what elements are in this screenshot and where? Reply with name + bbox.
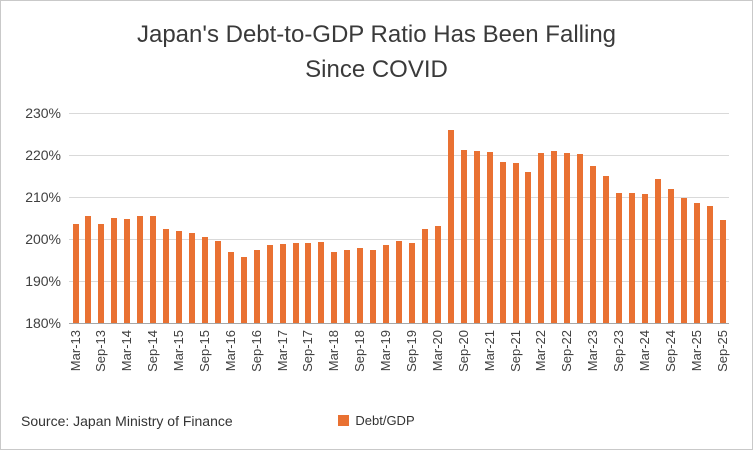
bar: [266, 245, 273, 323]
bar: [706, 206, 713, 323]
bar: [590, 166, 597, 323]
bar: [564, 152, 571, 323]
bar: [279, 244, 286, 323]
x-axis-tick-label: Mar-23: [585, 330, 601, 372]
bar: [318, 241, 325, 323]
bar: [641, 193, 648, 323]
bar: [201, 236, 208, 323]
x-axis-tick-label: Sep-16: [248, 330, 264, 372]
chart-title-line1: Japan's Debt-to-GDP Ratio Has Been Falli…: [136, 21, 617, 48]
bar: [447, 129, 454, 323]
bar: [124, 218, 131, 323]
bar: [163, 228, 170, 323]
bar: [538, 152, 545, 323]
bar: [460, 149, 467, 323]
bar: [693, 203, 700, 323]
legend-label: Debt/GDP: [355, 413, 415, 428]
y-axis-tick-label: 200%: [25, 231, 61, 247]
x-axis-tick-label: Sep-18: [352, 330, 368, 372]
bar: [292, 243, 299, 323]
bar: [473, 150, 480, 323]
x-axis-tick-label: Mar-21: [481, 330, 497, 372]
bar: [85, 215, 92, 323]
y-axis-tick-label: 210%: [25, 189, 61, 205]
x-axis-tick-label: Mar-16: [222, 330, 238, 372]
x-axis-tick-label: Mar-15: [171, 330, 186, 372]
x-axis-tick-label: Mar-20: [429, 330, 445, 372]
bar: [305, 243, 312, 323]
bar: [72, 224, 79, 323]
legend-swatch-icon: [338, 415, 350, 426]
bar: [331, 252, 338, 323]
bar: [434, 226, 441, 323]
bar: [344, 250, 351, 323]
bar: [512, 163, 519, 323]
bar: [551, 150, 558, 323]
legend: Debt/GDP: [1, 413, 752, 428]
bar: [667, 188, 674, 323]
x-axis-tick-label: Sep-15: [196, 330, 212, 372]
x-axis-tick-label: Mar-13: [67, 330, 83, 372]
x-axis-tick-label: Mar-17: [274, 330, 290, 372]
bar: [396, 241, 402, 323]
y-axis-tick-label: 230%: [25, 105, 61, 121]
bar: [680, 197, 687, 323]
gridline: [69, 113, 729, 114]
x-axis-tick-label: Mar-24: [636, 330, 652, 372]
y-axis-tick-label: 180%: [25, 315, 61, 331]
bar: [525, 171, 532, 323]
bar: [240, 256, 247, 323]
bar: [577, 153, 584, 323]
bar: [408, 243, 415, 323]
x-axis-tick-label: Sep-21: [507, 330, 523, 372]
bar: [499, 162, 506, 323]
x-axis-tick-label: Sep-17: [300, 330, 316, 372]
source-note: Source: Japan Ministry of Finance: [21, 413, 233, 429]
chart-title: Japan's Debt-to-GDP Ratio Has Been Falli…: [1, 17, 752, 87]
bar: [253, 249, 260, 323]
gridline: [69, 239, 729, 240]
x-axis-tick-label: Sep-25: [714, 330, 730, 372]
bar: [176, 230, 182, 323]
bar: [111, 218, 118, 323]
x-axis-tick-label: Mar-25: [688, 330, 704, 372]
gridline: [69, 155, 729, 156]
x-axis-tick-label: Sep-14: [145, 330, 161, 372]
x-axis-tick-label: Mar-14: [119, 330, 135, 372]
bar: [188, 232, 195, 323]
x-axis-tick-label: Sep-20: [455, 330, 471, 372]
x-axis-tick-label: Sep-13: [93, 330, 109, 372]
bar: [357, 248, 364, 323]
bar: [628, 192, 635, 323]
bar: [719, 220, 726, 323]
bar: [150, 215, 157, 323]
x-axis-tick-label: Sep-22: [559, 330, 575, 372]
bar: [383, 245, 390, 323]
bar: [98, 224, 105, 323]
x-axis-tick-label: Mar-22: [533, 330, 549, 372]
y-axis-tick-label: 220%: [25, 147, 61, 163]
bar: [137, 215, 144, 323]
bar: [654, 178, 661, 323]
bar: [214, 241, 221, 323]
bar: [603, 176, 610, 323]
x-axis-tick-label: Mar-18: [326, 330, 342, 372]
bar: [616, 192, 622, 323]
x-axis-line: [69, 323, 729, 324]
bar: [421, 228, 428, 323]
x-axis-tick-label: Mar-19: [378, 330, 394, 372]
x-axis-tick-label: Sep-19: [403, 330, 419, 372]
chart-title-line2: Since COVID: [305, 56, 448, 83]
gridline: [69, 197, 729, 198]
bar: [370, 249, 377, 323]
bar: [486, 151, 493, 323]
x-axis-tick-label: Sep-24: [662, 330, 678, 372]
x-axis-tick-label: Sep-23: [611, 330, 626, 372]
bar: [227, 251, 234, 323]
y-axis-tick-label: 190%: [25, 273, 61, 289]
